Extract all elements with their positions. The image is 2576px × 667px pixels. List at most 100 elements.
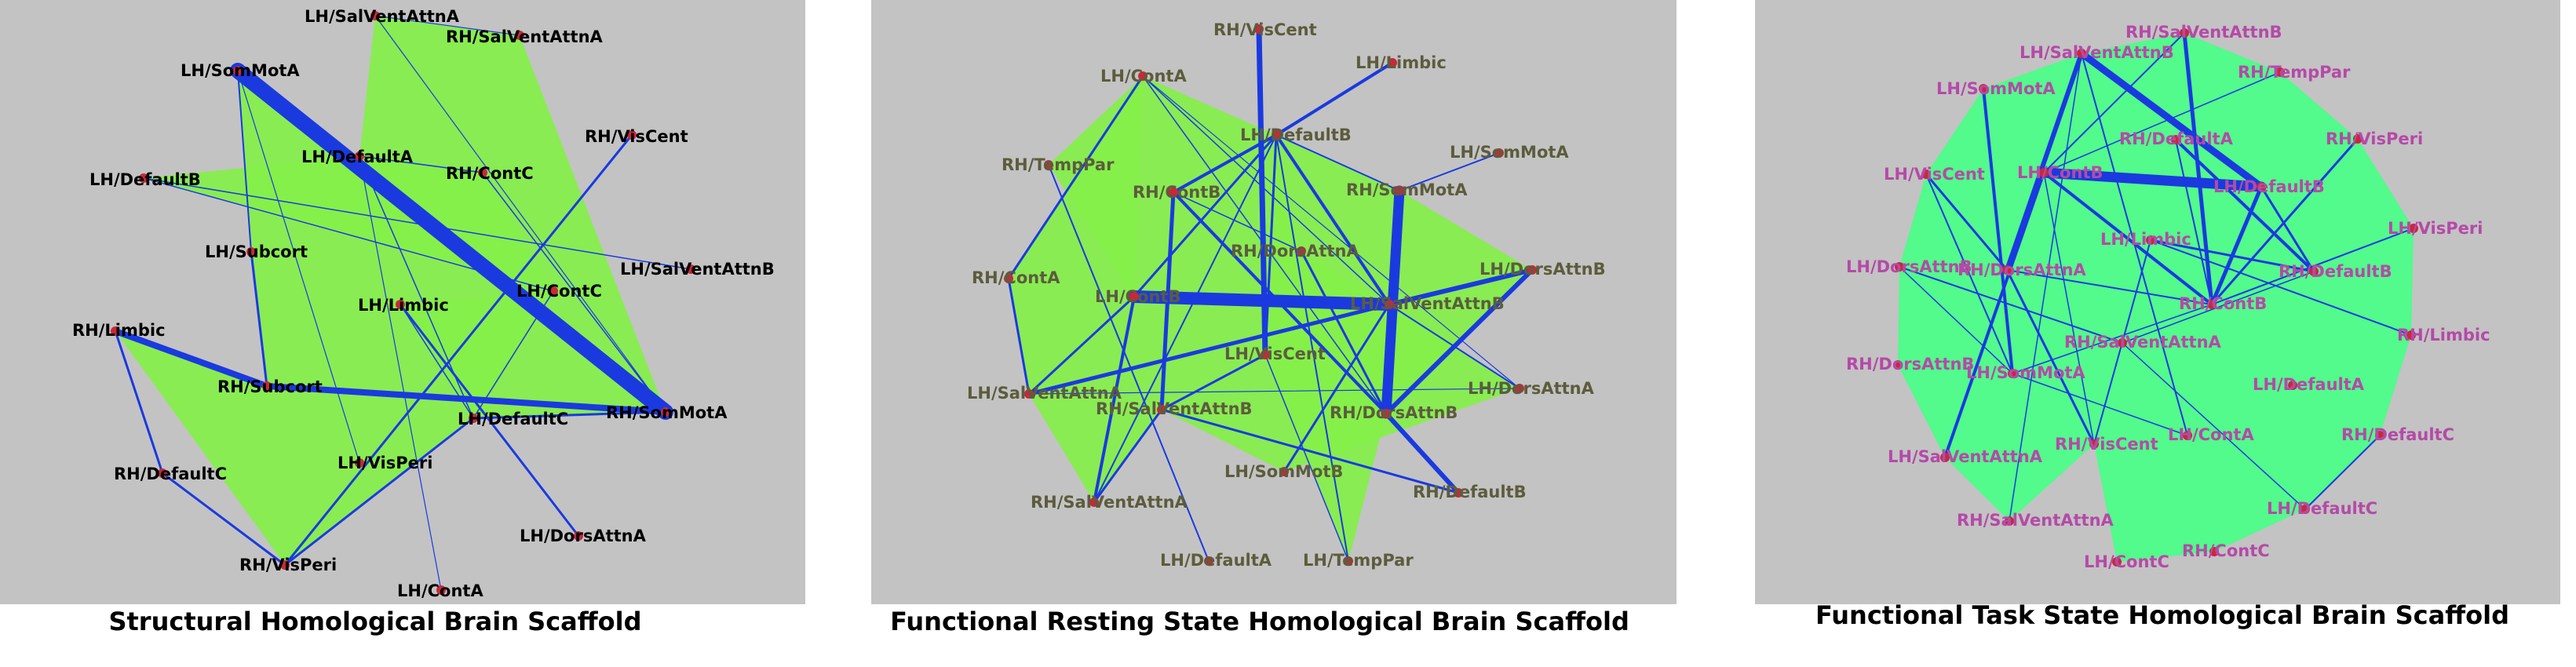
resting-caption: Functional Resting State Homological Bra… [890,607,1629,636]
task-node-label: RH/VisPeri [2326,129,2423,148]
resting-node [1494,148,1504,158]
resting-node [1024,389,1034,399]
structural-caption: Structural Homological Brain Scaffold [108,607,641,636]
resting-node [1138,71,1148,81]
structural-edge [472,410,667,420]
resting-node-label: RH/SalVentAttnA [1031,493,1188,512]
resting-node [1004,274,1013,283]
task-node [2275,67,2285,77]
resting-edge [1172,133,1278,194]
structural-node [111,326,120,336]
resting-node-label: LH/ContA [1100,67,1187,86]
resting-face [1049,76,1143,297]
task-node-label: RH/VisCent [2055,435,2158,454]
resting-edge [1048,164,1210,562]
structural-edge [400,304,474,419]
task-node [2309,267,2319,276]
task-edge [2150,239,2412,336]
task-edge [2122,342,2306,510]
task-edge [1982,87,2014,375]
resting-edge [1093,408,1163,504]
structural-node-label: RH/VisCent [585,127,688,146]
resting-edge [1264,354,1349,562]
resting-edge [1160,408,1460,494]
resting-node-label: LH/SalVentAttnB [1350,294,1505,313]
structural-edge [473,290,554,419]
structural-node-label: LH/SomMotA [181,61,300,80]
task-edge [1899,266,2013,374]
resting-node-label: LH/VisCent [1224,344,1326,363]
structural-node [262,381,272,391]
resting-edge [1275,61,1394,137]
task-node-label: LH/ContA [2168,425,2254,444]
structural-node-label: LH/VisPeri [338,454,432,472]
structural-node [686,264,695,274]
resting-edge [1275,134,1400,191]
resting-edge [1399,152,1500,191]
resting-edge [1007,75,1144,280]
structural-face [359,16,666,412]
resting-edge [1028,388,1520,395]
resting-face [1265,355,1386,561]
resting-edge [1160,353,1267,411]
structural-edge [143,177,554,292]
structural-edge [374,15,666,413]
structural-node [233,66,243,75]
task-edge [2081,53,2188,436]
structural-node [370,11,380,20]
structural-node-label: RH/VisPeri [239,556,337,574]
task-edge [2122,271,2315,344]
resting-node-label: RH/TempPar [1002,155,1115,174]
resting-edge [1142,75,1390,305]
structural-node [549,286,558,296]
task-node [1979,84,1988,93]
task-node-label: LH/VisCent [1884,165,1985,184]
structural-edge [359,155,442,591]
structural-edge [112,328,270,389]
resting-edge [1387,268,1534,307]
task-node-label: LH/DorsAttnB [1846,257,1972,276]
resting-edge [1173,191,1302,252]
task-node-label: LH/SomMotA [1966,363,2085,382]
structural-edge [374,15,520,36]
task-node-label: LH/Limbic [2100,230,2191,249]
task-edge [2012,373,2188,436]
task-node-label: RH/TempPar [2238,63,2351,82]
resting-node-label: LH/TempPar [1303,551,1414,570]
structural-node [469,414,478,423]
resting-edge [1172,191,1388,415]
task-edge [2174,138,2315,273]
task-edge [2006,269,2213,305]
task-node [1921,169,1931,179]
resting-scaffold-panel: RH/VisCent LH/Limbic LH/ContA LH/DefaultB RH… [871,0,1677,604]
structural-face [400,291,553,418]
task-node [2077,49,2086,58]
task-node [2406,330,2416,340]
resting-node [1272,130,1281,140]
task-caption: Functional Task State Homological Brain … [1815,600,2509,630]
resting-node [1044,160,1053,169]
structural-node-label: RH/SomMotA [606,403,728,422]
task-edge [2078,49,2265,191]
resting-node [1157,405,1166,414]
task-node [2301,505,2310,514]
structural-edge [359,155,483,173]
task-node [2005,516,2014,526]
task-node [1940,453,1950,462]
structural-node [515,31,524,40]
structural-node-label: LH/SalVentAttnA [305,7,460,26]
task-node [2171,135,2180,144]
task-edge [2005,268,2096,446]
task-node-label: RH/DefaultB [2279,262,2392,281]
resting-node [1515,384,1524,393]
task-node [2375,431,2384,440]
resting-edge [1027,302,1392,396]
resting-node-label: LH/DefaultA [1160,551,1272,570]
resting-node [1381,409,1391,418]
resting-node [1279,467,1289,476]
task-node [2118,338,2127,348]
task-edge [1925,173,2013,374]
